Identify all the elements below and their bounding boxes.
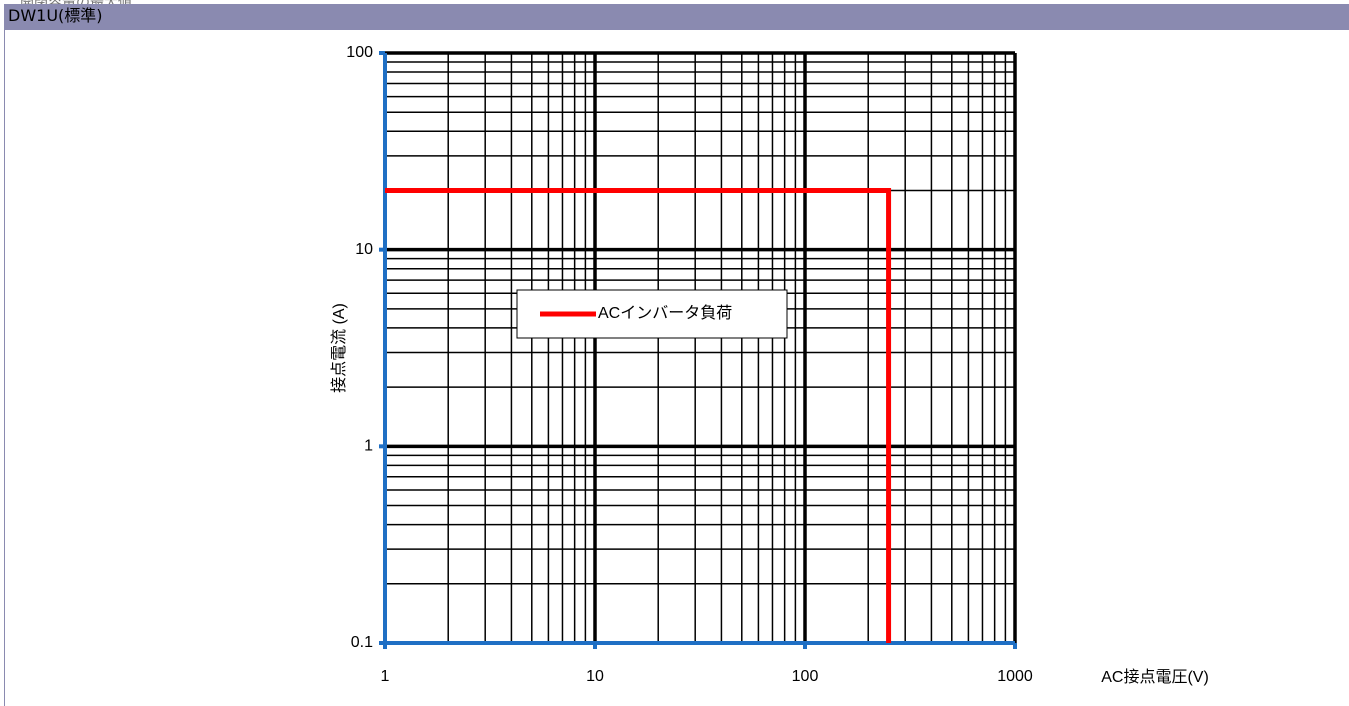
legend-label: ACインバータ負荷 (598, 304, 732, 322)
y-tick-label: 100 (346, 44, 373, 61)
series-line (385, 187, 892, 643)
x-tick-label: 1000 (997, 668, 1033, 685)
header-bar: DW1U(標準) (4, 4, 1349, 30)
x-axis-label: AC接点電圧(V) (1101, 668, 1209, 686)
y-axis-label: 接点電流 (A) (330, 303, 348, 393)
header-title: DW1U(標準) (8, 6, 103, 25)
legend: ACインバータ負荷 (516, 289, 788, 339)
y-tick-label: 10 (355, 241, 373, 258)
x-tick-label: 1 (381, 668, 390, 685)
y-tick-label: 1 (364, 438, 373, 455)
x-tick-label: 10 (586, 668, 604, 685)
left-border (4, 30, 5, 706)
y-tick-label: 0.1 (351, 634, 373, 651)
x-tick-label: 100 (792, 668, 819, 685)
